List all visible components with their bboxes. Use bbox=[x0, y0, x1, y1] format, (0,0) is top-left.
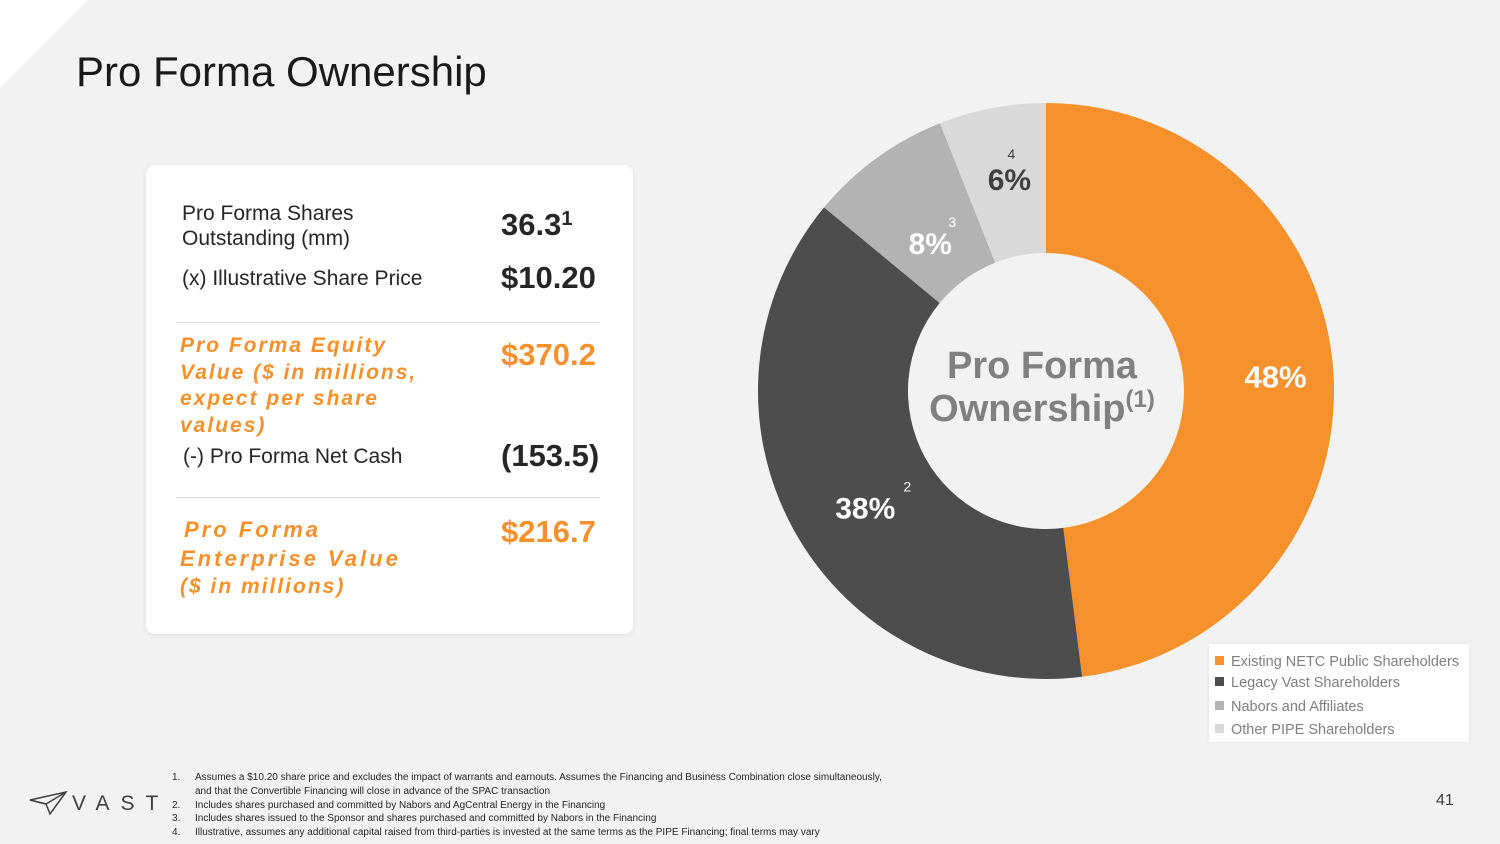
footnote: 3. Includes shares issued to the Sponsor … bbox=[172, 813, 657, 825]
valuation-card: Pro Forma Shares Outstanding (mm) 36.31 … bbox=[146, 165, 633, 634]
slice-legacy-vast-shareholders bbox=[757, 207, 1083, 680]
share-price-value: $10.20 bbox=[501, 260, 596, 295]
slice-nabors-and-affiliates bbox=[824, 123, 996, 304]
card-divider bbox=[176, 322, 600, 323]
footnote: 4. Illustrative, assumes any additional c… bbox=[172, 827, 820, 839]
shares-outstanding-label: Pro Forma Shares Outstanding (mm) bbox=[182, 202, 354, 250]
donut-center-label: Pro Forma Ownership(1) bbox=[929, 345, 1155, 430]
data-label-other-pipe-shareholders: 6% bbox=[988, 164, 1031, 197]
card-divider bbox=[176, 497, 600, 498]
enterprise-value-label-line3: ($ in millions) bbox=[180, 575, 346, 598]
legend-swatch bbox=[1215, 724, 1224, 733]
footnote-mark-nabors-and-affiliates: 3 bbox=[948, 214, 956, 230]
share-price-label: (x) Illustrative Share Price bbox=[182, 267, 423, 290]
chart-legend: Existing NETC Public Shareholders Legacy… bbox=[1209, 644, 1469, 742]
corner-decoration bbox=[0, 0, 88, 88]
slice-existing-netc-public-shareholders bbox=[1046, 103, 1335, 677]
net-cash-label: (-) Pro Forma Net Cash bbox=[183, 445, 403, 468]
net-cash-value: (153.5) bbox=[501, 438, 600, 473]
data-label-legacy-vast-shareholders: 38% bbox=[835, 492, 895, 525]
legend-item: Existing NETC Public Shareholders bbox=[1215, 654, 1459, 670]
enterprise-value-label-line1: Pro Forma bbox=[184, 517, 322, 542]
legend-item: Nabors and Affiliates bbox=[1215, 699, 1364, 715]
slice-other-pipe-shareholders bbox=[939, 103, 1046, 263]
legend-swatch bbox=[1215, 656, 1224, 665]
data-label-existing-netc-public-shareholders: 48% bbox=[1245, 360, 1307, 395]
equity-value-label: Pro Forma Equity Value ($ in millions, e… bbox=[180, 334, 418, 437]
page-number: 41 bbox=[1436, 792, 1454, 809]
footnote-mark-legacy-vast-shareholders: 2 bbox=[903, 478, 911, 494]
legend-item: Legacy Vast Shareholders bbox=[1215, 675, 1400, 691]
legend-item: Other PIPE Shareholders bbox=[1215, 722, 1395, 738]
page-title: Pro Forma Ownership bbox=[76, 48, 487, 95]
footnotes: 1. Assumes a $10.20 share price and exclu… bbox=[172, 771, 892, 840]
footnote-mark-other-pipe-shareholders: 4 bbox=[1008, 146, 1016, 162]
footnote: 2. Includes shares purchased and committe… bbox=[172, 799, 606, 811]
enterprise-value: $216.7 bbox=[501, 514, 596, 549]
legend-swatch bbox=[1215, 701, 1224, 710]
vast-logo-icon bbox=[29, 790, 68, 816]
logo-text: VAST bbox=[72, 792, 170, 815]
shares-outstanding-value: 36.31 bbox=[501, 207, 573, 242]
equity-value: $370.2 bbox=[501, 337, 596, 372]
enterprise-value-label-line2: Enterprise Value bbox=[180, 546, 401, 571]
footnote: 1. Assumes a $10.20 share price and exclu… bbox=[172, 772, 882, 797]
data-label-nabors-and-affiliates: 8% bbox=[909, 228, 952, 261]
legend-swatch bbox=[1215, 677, 1224, 686]
